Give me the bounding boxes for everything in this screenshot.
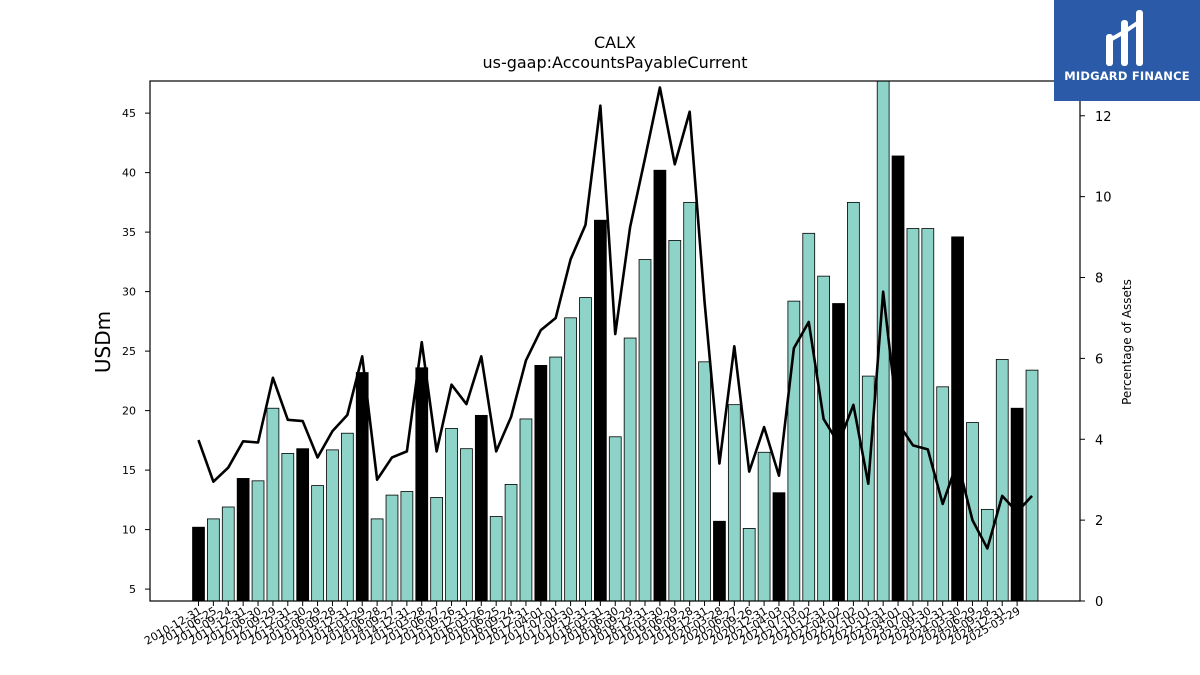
- brand-logo: MIDGARD FINANCE: [1054, 0, 1200, 101]
- y-tick-label: 30: [122, 286, 136, 299]
- bar: [340, 432, 354, 601]
- bar: [772, 492, 786, 601]
- bar: [207, 518, 220, 601]
- midgard-logo-icon: [1106, 10, 1143, 66]
- bar: [504, 483, 518, 601]
- chart-subtitle: us-gaap:AccountsPayableCurrent: [482, 53, 747, 72]
- bar: [980, 508, 994, 601]
- bar: [460, 448, 473, 601]
- bar: [1010, 407, 1024, 601]
- y-tick-label: 40: [122, 167, 136, 180]
- bar: [430, 497, 444, 601]
- bar: [727, 404, 741, 601]
- bar: [594, 219, 607, 601]
- bar: [1025, 369, 1039, 601]
- percentage-line: [197, 86, 1033, 550]
- bar: [385, 494, 399, 601]
- y-tick-label: 20: [122, 405, 136, 418]
- bar: [638, 259, 652, 601]
- y2-tick-label: 8: [1095, 272, 1103, 287]
- bar: [683, 201, 697, 601]
- y-tick-label: 45: [122, 107, 136, 120]
- bar: [757, 451, 771, 601]
- bar-group: [192, 81, 1039, 601]
- bar: [713, 520, 726, 601]
- bar: [549, 356, 563, 601]
- bar: [817, 275, 830, 601]
- bar: [415, 367, 429, 601]
- y2-tick-label: 4: [1095, 433, 1103, 448]
- bar: [995, 359, 1009, 601]
- y-tick-label: 10: [122, 524, 136, 537]
- bar: [668, 240, 682, 601]
- bar: [966, 422, 979, 601]
- bar: [326, 449, 339, 601]
- bar: [445, 428, 458, 601]
- bar: [861, 375, 875, 601]
- bar: [564, 317, 577, 601]
- bar: [355, 372, 369, 601]
- bar: [266, 407, 280, 601]
- bar: [653, 169, 667, 601]
- bar: [370, 518, 384, 601]
- bar: [519, 418, 533, 601]
- bar: [951, 236, 964, 601]
- bar: [921, 228, 935, 601]
- bar: [400, 491, 414, 601]
- bar: [296, 448, 310, 601]
- bar: [832, 303, 845, 601]
- brand-name: MIDGARD FINANCE: [1064, 69, 1190, 83]
- bar: [534, 364, 548, 601]
- y-axis-label: USDm: [91, 311, 115, 373]
- bar: [281, 453, 295, 601]
- bar: [251, 480, 265, 601]
- chart-title: CALX: [594, 33, 636, 52]
- bar: [847, 201, 860, 601]
- axes: 510152025303540450246810122010-12-312011…: [122, 80, 1112, 648]
- bar: [311, 485, 324, 601]
- bar: [489, 516, 503, 601]
- y2-tick-label: 12: [1095, 110, 1112, 125]
- y2-tick-label: 6: [1095, 352, 1103, 367]
- bar: [787, 300, 801, 601]
- bar: [698, 361, 711, 601]
- bar: [936, 386, 950, 601]
- y-tick-label: 15: [122, 464, 136, 477]
- bar: [192, 526, 205, 601]
- y2-tick-label: 10: [1095, 191, 1112, 206]
- bar: [579, 297, 592, 601]
- bar: [623, 337, 637, 601]
- bar: [474, 414, 488, 601]
- bar: [802, 232, 816, 601]
- y2-tick-label: 2: [1095, 514, 1103, 529]
- bar: [742, 528, 756, 601]
- y-tick-label: 25: [122, 345, 136, 358]
- line-group: [197, 86, 1033, 550]
- bar: [221, 506, 235, 601]
- y2-axis-label: Percentage of Assets: [1120, 279, 1134, 405]
- bar: [906, 228, 920, 601]
- y-tick-label: 35: [122, 226, 136, 239]
- y2-tick-label: 0: [1095, 595, 1103, 610]
- bar: [608, 436, 622, 601]
- y-tick-label: 5: [129, 583, 136, 596]
- bar: [236, 478, 250, 601]
